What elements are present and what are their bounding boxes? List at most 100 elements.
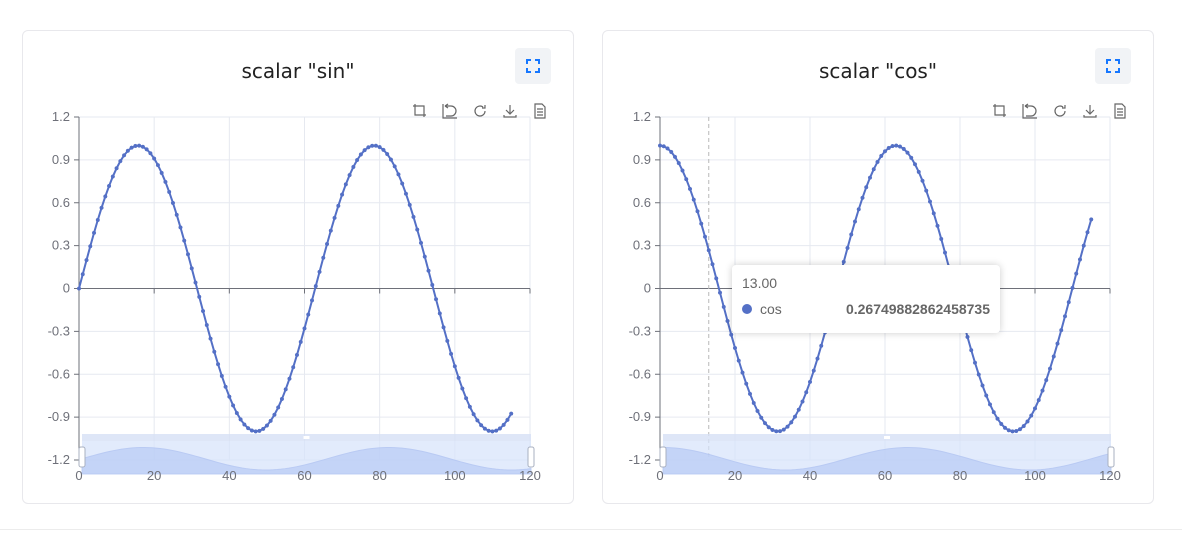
zoom-reset-icon[interactable] [442,103,457,119]
restore-icon[interactable] [474,105,486,117]
data-point [1077,257,1083,262]
data-point [995,416,1000,421]
crop-zoom-icon[interactable] [413,104,426,117]
data-point [669,149,674,155]
data-point [257,428,262,433]
data-point [1017,427,1023,432]
data-point [347,173,352,178]
data-point [991,410,996,415]
data-point [774,429,779,434]
data-point [261,426,266,431]
data-point [208,336,213,341]
data-point [279,396,285,401]
data-point [103,194,108,199]
fullscreen-button[interactable] [515,48,551,84]
data-point [759,415,764,420]
tooltip-x-value: 13.00 [742,275,778,291]
restore-icon-shape [1054,105,1066,117]
data-point [1070,285,1075,290]
data-point [736,358,741,363]
data-point [912,162,918,167]
data-point [916,169,921,174]
data-point [272,412,277,417]
data-point [691,197,696,202]
fullscreen-button[interactable] [1095,48,1131,84]
data-point [110,174,115,179]
data-point [140,144,145,149]
data-point [80,272,85,277]
data-point [762,421,768,426]
data-point [849,232,854,237]
data-point [107,183,112,189]
data-point [482,426,487,431]
data-point [486,428,491,433]
download-icon[interactable] [1083,105,1097,118]
data-point [969,348,974,353]
data-point [1059,328,1064,333]
data-point [931,211,936,216]
download-icon-shape [503,105,517,118]
x-tick-label: 60 [878,468,892,483]
data-point [400,181,405,186]
data-point [676,161,681,166]
x-tick-label: 0 [656,468,663,483]
data-point [182,238,187,243]
data-point [494,428,499,433]
data-point [747,391,753,396]
restore-icon[interactable] [1054,105,1066,117]
data-point [268,418,273,423]
data-point [460,386,465,391]
data-view-icon[interactable] [1114,103,1126,119]
data-point [212,349,217,354]
download-icon[interactable] [503,105,517,118]
data-point [905,150,910,155]
data-point [242,422,247,427]
data-point [699,221,704,226]
data-point [377,145,382,150]
data-point [422,254,427,259]
data-point [766,425,771,430]
data-point [864,185,869,190]
data-point [497,426,502,431]
data-point [298,339,303,344]
data-point [897,144,903,149]
zoom-reset-icon[interactable] [1022,103,1037,119]
y-tick-label: 0.9 [633,152,651,167]
datazoom-grip [884,436,890,439]
data-point [1021,423,1026,429]
y-tick-label: -0.6 [629,366,651,381]
data-point [770,427,775,433]
restore-icon-shape [474,105,486,117]
data-view-icon-shape [534,103,546,119]
data-point [223,384,228,389]
data-point [819,343,824,348]
tooltip-series-value: 0.26749882862458735 [845,301,990,317]
chart-title: scalar "cos" [818,59,938,83]
download-icon-shape [1083,105,1097,118]
data-point [505,417,510,422]
data-point [471,412,476,417]
data-point [804,390,809,395]
tooltip-series-name: cos [760,301,782,317]
data-point [680,168,685,173]
data-point [144,147,149,152]
crop-zoom-icon[interactable] [993,104,1006,117]
data-point [984,393,989,398]
data-point [744,381,749,386]
data-point [1051,354,1056,359]
datazoom-range-handle [659,446,667,468]
data-point [317,269,322,274]
data-point [1032,406,1038,411]
data-point [336,203,341,208]
data-point [721,304,726,309]
page-divider [0,529,1182,530]
datazoom-preview [81,446,532,475]
data-point [167,189,172,195]
data-view-icon[interactable] [534,103,546,119]
data-point [76,286,82,291]
data-point [456,375,461,380]
data-point [88,244,93,249]
data-point [309,298,315,303]
data-point [445,338,450,343]
data-point [385,152,390,157]
